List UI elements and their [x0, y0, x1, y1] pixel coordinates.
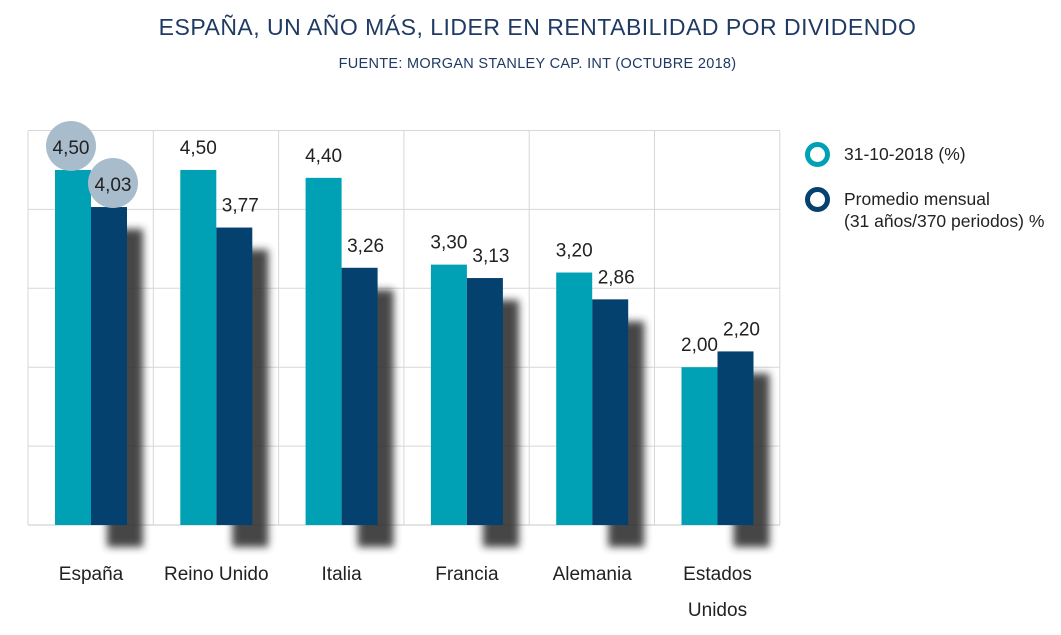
bar-actual-reino-unido [180, 169, 217, 525]
data-label-promedio-francia: 3,13 [472, 246, 509, 267]
bar-actual-españa [55, 169, 91, 525]
category-label-francia: Francia [435, 564, 499, 585]
bar-actual-alemania [556, 272, 593, 525]
data-label-promedio-españa: 4,03 [95, 175, 132, 196]
data-label-promedio-reino-unido: 3,77 [222, 196, 259, 217]
data-label-actual-reino-unido: 4,50 [180, 138, 217, 159]
bar-promedio-reino-unido [216, 227, 253, 525]
bar-actual-francia [430, 264, 467, 525]
category-label-estados-unidos-line1: Estados [683, 564, 752, 585]
legend-item-promedio-mensual: Promedio mensual (31 años/370 periodos) … [805, 187, 1061, 232]
bar-promedio-alemania [592, 299, 629, 525]
data-label-actual-españa: 4,50 [53, 138, 90, 159]
data-label-actual-estados-unidos: 2,00 [681, 335, 718, 356]
data-label-actual-alemania: 3,20 [556, 241, 593, 262]
category-label-españa: España [59, 564, 124, 585]
legend-label-series1: 31-10-2018 (%) [844, 144, 966, 164]
category-label-estados-unidos-line2: Unidos [688, 600, 747, 621]
data-label-promedio-italia: 3,26 [347, 236, 384, 257]
legend-item-31-10-2018: 31-10-2018 (%) [805, 142, 1061, 167]
data-label-actual-italia: 4,40 [305, 146, 342, 167]
bar-promedio-francia [466, 278, 503, 525]
legend-marker-series2 [805, 187, 830, 212]
legend-label-series2-line1: Promedio mensual [844, 189, 990, 209]
chart-title: ESPAÑA, UN AÑO MÁS, LIDER EN RENTABILIDA… [158, 14, 917, 40]
bar-actual-italia [305, 177, 342, 525]
category-label-italia: Italia [322, 564, 363, 585]
value-highlight-circle [88, 158, 138, 209]
bar-actual-estados-unidos [681, 367, 718, 525]
bar-promedio-italia [341, 267, 378, 525]
bar-promedio-estados-unidos [717, 351, 754, 525]
legend-marker-series1 [805, 142, 830, 167]
data-label-promedio-alemania: 2,86 [598, 267, 635, 288]
category-label-reino-unido: Reino Unido [164, 564, 269, 585]
legend-label-series2-line2: (31 años/370 periodos) % [844, 211, 1045, 231]
value-highlight-circle [46, 120, 96, 171]
data-label-promedio-estados-unidos: 2,20 [723, 319, 760, 340]
data-label-actual-francia: 3,30 [430, 233, 467, 254]
legend-label-series2: Promedio mensual (31 años/370 periodos) … [844, 188, 1061, 232]
bar-promedio-españa [91, 207, 127, 525]
chart-subtitle: FUENTE: MORGAN STANLEY CAP. INT (OCTUBRE… [338, 56, 737, 72]
category-label-alemania: Alemania [553, 564, 633, 585]
